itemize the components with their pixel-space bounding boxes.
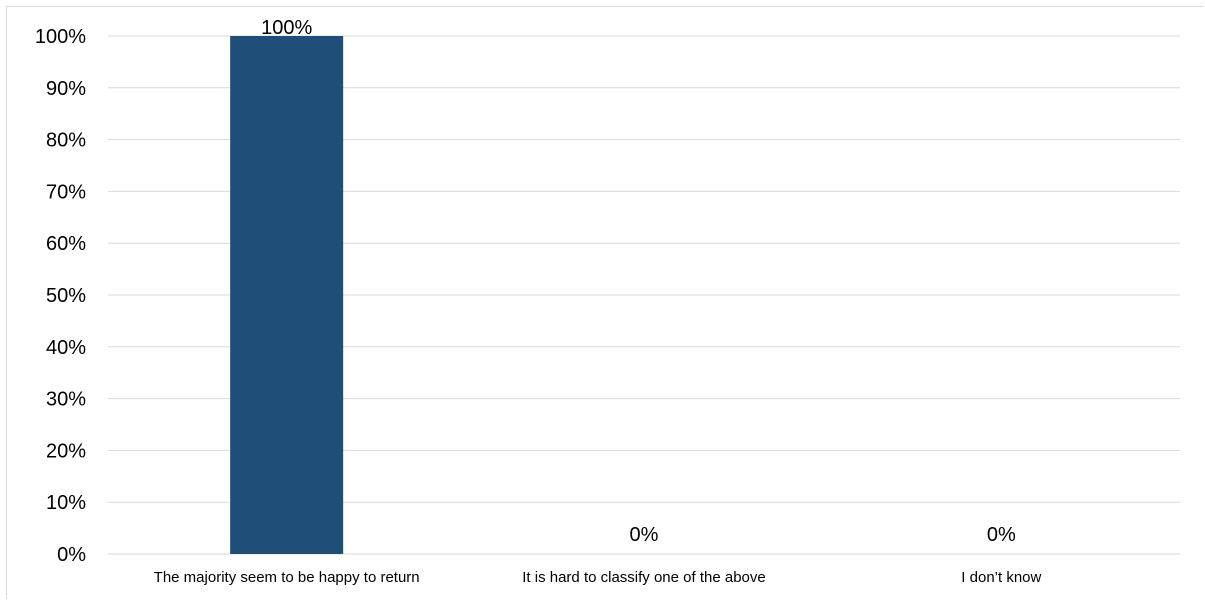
y-axis-ticks: 0% 10% 20% 30% 40% 50% 60% 70% 80% 90% 100% xyxy=(35,26,86,566)
x-category-label: It is hard to classify one of the above xyxy=(522,569,765,586)
x-category-label: The majority seem to be happy to return xyxy=(154,569,420,586)
data-label: 0% xyxy=(630,524,659,546)
y-tick-label: 40% xyxy=(46,337,86,359)
y-tick-label: 20% xyxy=(46,440,86,462)
data-label: 0% xyxy=(987,524,1016,546)
y-tick-label: 90% xyxy=(46,78,86,100)
x-axis-categories: The majority seem to be happy to return I… xyxy=(154,569,1042,586)
y-tick-label: 100% xyxy=(35,26,86,48)
bars xyxy=(230,36,344,554)
y-tick-label: 10% xyxy=(46,492,86,514)
chart-frame xyxy=(6,6,1203,599)
data-labels: 100% 0% 0% xyxy=(261,17,1016,546)
y-tick-label: 30% xyxy=(46,389,86,411)
y-tick-label: 60% xyxy=(46,233,86,255)
y-tick-label: 80% xyxy=(46,130,86,152)
y-tick-label: 0% xyxy=(57,544,86,566)
x-category-label: I don’t know xyxy=(961,569,1041,586)
bar xyxy=(230,36,344,554)
data-label: 100% xyxy=(261,17,312,39)
y-tick-label: 70% xyxy=(46,181,86,203)
y-tick-label: 50% xyxy=(46,285,86,307)
